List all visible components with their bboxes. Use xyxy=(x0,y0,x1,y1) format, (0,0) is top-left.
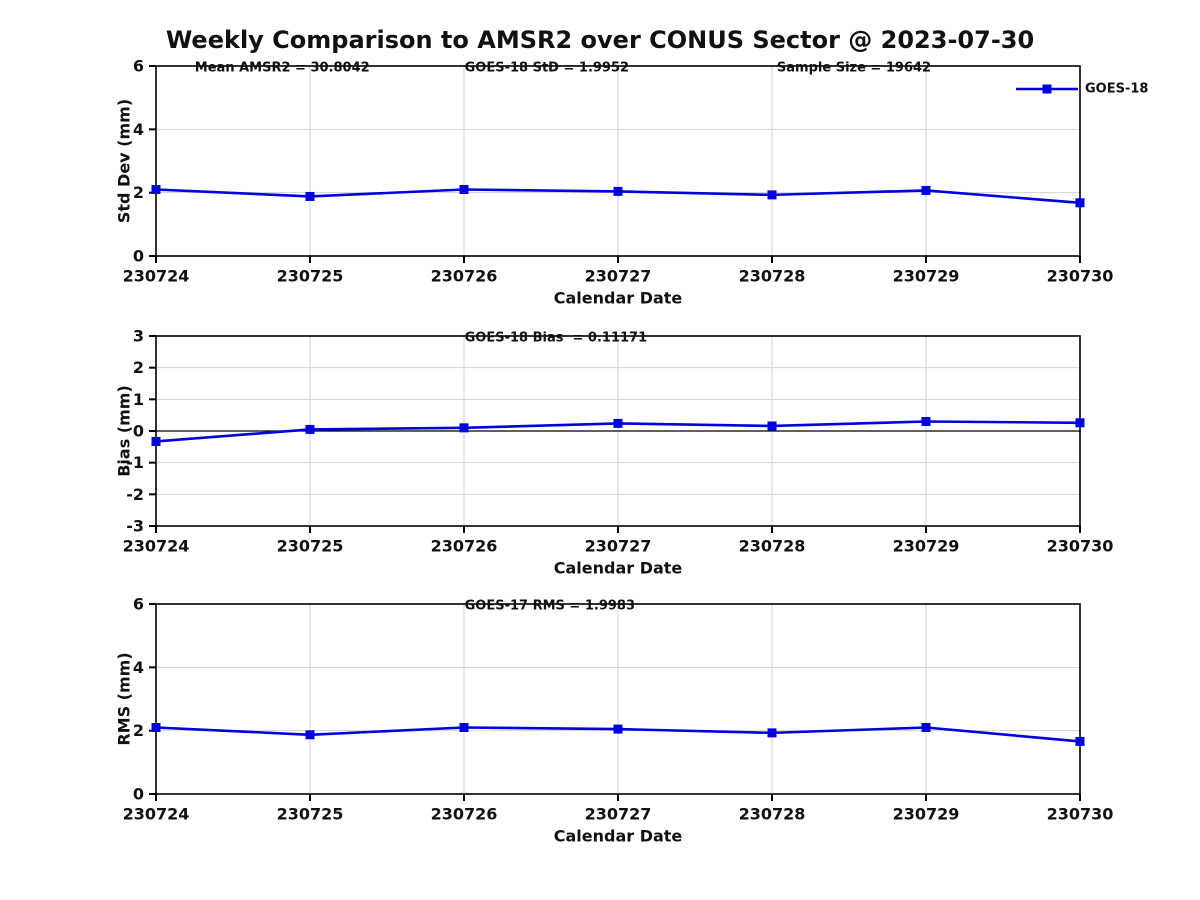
data-point-marker xyxy=(459,423,469,433)
x-axis-label: Calendar Date xyxy=(554,827,683,846)
data-point-marker xyxy=(151,436,161,446)
data-point-marker xyxy=(459,723,469,732)
y-tick-label: 0 xyxy=(133,785,144,804)
x-tick-label: 230726 xyxy=(431,267,498,286)
data-point-marker xyxy=(921,723,931,732)
data-point-marker xyxy=(1075,418,1085,428)
x-tick-label: 230726 xyxy=(431,537,498,556)
x-tick-label: 230727 xyxy=(585,267,652,286)
legend: GOES-18 xyxy=(1016,82,1148,97)
data-point-marker xyxy=(767,190,777,200)
y-tick-label: -3 xyxy=(126,517,144,536)
x-tick-label: 230724 xyxy=(123,805,190,824)
legend-marker xyxy=(1042,84,1052,94)
y-tick-label: -1 xyxy=(126,453,144,472)
y-axis-label: Bias (mm) xyxy=(115,385,134,477)
data-point-marker xyxy=(305,424,315,434)
y-axis-label: Std Dev (mm) xyxy=(115,99,134,223)
stat-annotation: Mean AMSR2 = 30.8042 xyxy=(195,61,370,76)
x-tick-label: 230727 xyxy=(585,805,652,824)
stat-annotation: Sample Size = 19642 xyxy=(777,61,931,76)
data-point-marker xyxy=(1075,198,1085,208)
y-tick-label: 2 xyxy=(133,183,144,202)
x-tick-label: 230725 xyxy=(277,805,344,824)
data-point-marker xyxy=(459,185,469,194)
figure-title: Weekly Comparison to AMSR2 over CONUS Se… xyxy=(165,26,1035,54)
x-tick-label: 230729 xyxy=(893,805,960,824)
data-point-marker xyxy=(613,186,623,196)
subplot-std-dev: 230724 230725 230726 230727 230728 230729 2307… xyxy=(115,60,1149,308)
stat-annotation: GOES-17 RMS = 1.9983 xyxy=(465,599,635,614)
y-axis-label: RMS (mm) xyxy=(115,652,134,745)
charts-svg: 230724 230725 230726 230727 230728 230729 2307… xyxy=(115,60,1149,846)
legend-label: GOES-18 xyxy=(1085,82,1148,97)
data-point-marker xyxy=(151,185,161,194)
y-tick-label: 2 xyxy=(133,358,144,377)
x-tick-label: 230728 xyxy=(739,537,806,556)
x-tick-label: 230724 xyxy=(123,267,190,286)
x-tick-label: 230726 xyxy=(431,805,498,824)
data-point-marker xyxy=(613,418,623,428)
data-point-marker xyxy=(613,724,623,734)
y-tick-label: 0 xyxy=(133,422,144,441)
y-tick-label: 2 xyxy=(133,721,144,740)
x-tick-label: 230728 xyxy=(739,267,806,286)
x-tick-label: 230728 xyxy=(739,805,806,824)
stat-annotation: GOES-18 StD = 1.9952 xyxy=(465,61,629,76)
x-tick-label: 230729 xyxy=(893,267,960,286)
x-tick-label: 230724 xyxy=(123,537,190,556)
y-tick-label: 4 xyxy=(133,658,144,677)
data-point-marker xyxy=(151,723,161,732)
x-tick-label: 230730 xyxy=(1047,537,1114,556)
data-point-marker xyxy=(767,728,777,738)
x-tick-label: 230727 xyxy=(585,537,652,556)
x-tick-label: 230729 xyxy=(893,537,960,556)
data-point-marker xyxy=(305,191,315,201)
y-tick-label: 6 xyxy=(133,595,144,614)
y-tick-label: -2 xyxy=(126,485,144,504)
y-tick-label: 3 xyxy=(133,327,144,346)
x-tick-label: 230725 xyxy=(277,537,344,556)
x-tick-label: 230725 xyxy=(277,267,344,286)
data-point-marker xyxy=(305,730,315,740)
y-tick-label: 6 xyxy=(133,60,144,76)
x-axis-label: Calendar Date xyxy=(554,289,683,308)
x-tick-label: 230730 xyxy=(1047,267,1114,286)
subplot-bias: 230724 230725 230726 230727 230728 230729 2307… xyxy=(115,327,1114,578)
y-tick-label: 1 xyxy=(133,390,144,409)
y-tick-label: 4 xyxy=(133,120,144,139)
data-point-marker xyxy=(921,417,931,426)
x-tick-label: 230730 xyxy=(1047,805,1114,824)
stat-annotation: GOES-18 Bias = 0.11171 xyxy=(465,331,648,346)
data-point-marker xyxy=(1075,736,1085,746)
data-point-marker xyxy=(921,185,931,195)
subplot-rms: 230724 230725 230726 230727 230728 230729 2307… xyxy=(115,595,1114,846)
y-tick-label: 0 xyxy=(133,247,144,266)
data-point-marker xyxy=(767,421,777,431)
x-axis-label: Calendar Date xyxy=(554,559,683,578)
